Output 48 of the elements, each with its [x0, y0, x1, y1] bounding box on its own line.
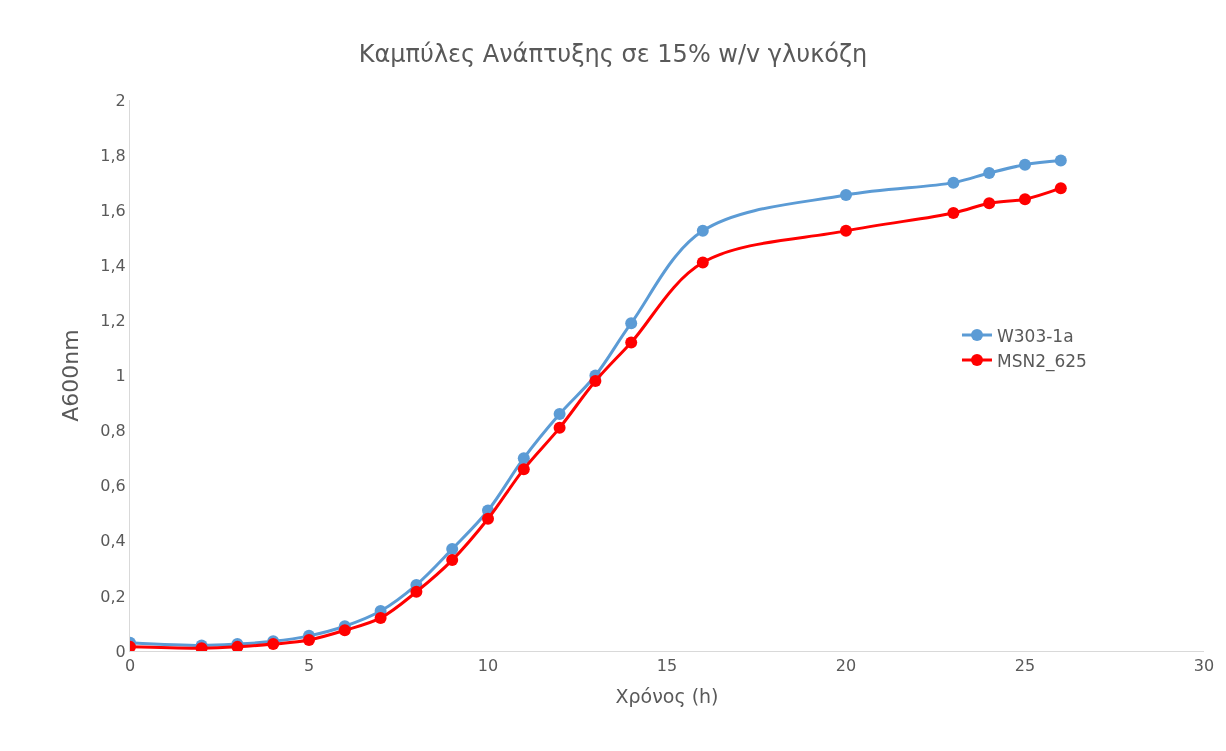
legend-label: MSN2_625	[996, 350, 1087, 372]
y-tick-label: 1,6	[100, 200, 126, 220]
y-tick-label: 1,2	[100, 311, 126, 330]
point	[625, 336, 638, 349]
point	[446, 554, 459, 567]
point	[517, 452, 530, 465]
point	[553, 408, 566, 421]
x-axis-title: Χρόνος (h)	[615, 685, 719, 707]
point	[446, 543, 459, 556]
x-tick-label: 5	[303, 656, 315, 676]
point	[482, 512, 494, 525]
point	[303, 633, 315, 646]
point	[1054, 154, 1067, 167]
point	[410, 585, 423, 598]
chart-title: Καμπύλες Ανάπτυξης σε 15% w/v γλυκόζη	[358, 39, 868, 68]
point	[589, 375, 602, 387]
point	[840, 224, 852, 237]
x-tick-label: 30	[1193, 656, 1215, 676]
y-tick-label: 2	[115, 90, 126, 110]
y-tick-label: 1,8	[100, 145, 126, 165]
point	[517, 463, 530, 476]
point	[553, 421, 566, 434]
point	[374, 611, 387, 624]
x-tick-label: 25	[1014, 656, 1036, 676]
point	[338, 624, 351, 637]
y-tick-label: 0,6	[100, 476, 126, 496]
point	[1019, 158, 1031, 171]
y-tick-label: 0	[115, 641, 126, 661]
y-tick-label: 0,8	[100, 421, 126, 441]
y-tick-label: 0,2	[100, 586, 126, 606]
point	[696, 256, 709, 269]
x-tick-label: 15	[656, 656, 678, 676]
point	[1054, 182, 1067, 195]
y-tick-label: 1	[115, 366, 126, 386]
point	[696, 224, 709, 237]
point	[983, 197, 996, 210]
legend-label: W303-1a	[996, 325, 1074, 346]
point	[840, 189, 852, 202]
y-axis-title: A600nm	[58, 329, 84, 422]
y-tick-label: 1,4	[100, 255, 126, 275]
point	[625, 317, 638, 330]
point	[947, 176, 960, 189]
point	[1019, 193, 1031, 206]
x-tick-label: 10	[477, 656, 499, 676]
point	[947, 206, 960, 219]
y-tick-label: 0,4	[100, 531, 126, 551]
x-tick-label: 20	[835, 656, 857, 676]
point	[983, 167, 996, 179]
